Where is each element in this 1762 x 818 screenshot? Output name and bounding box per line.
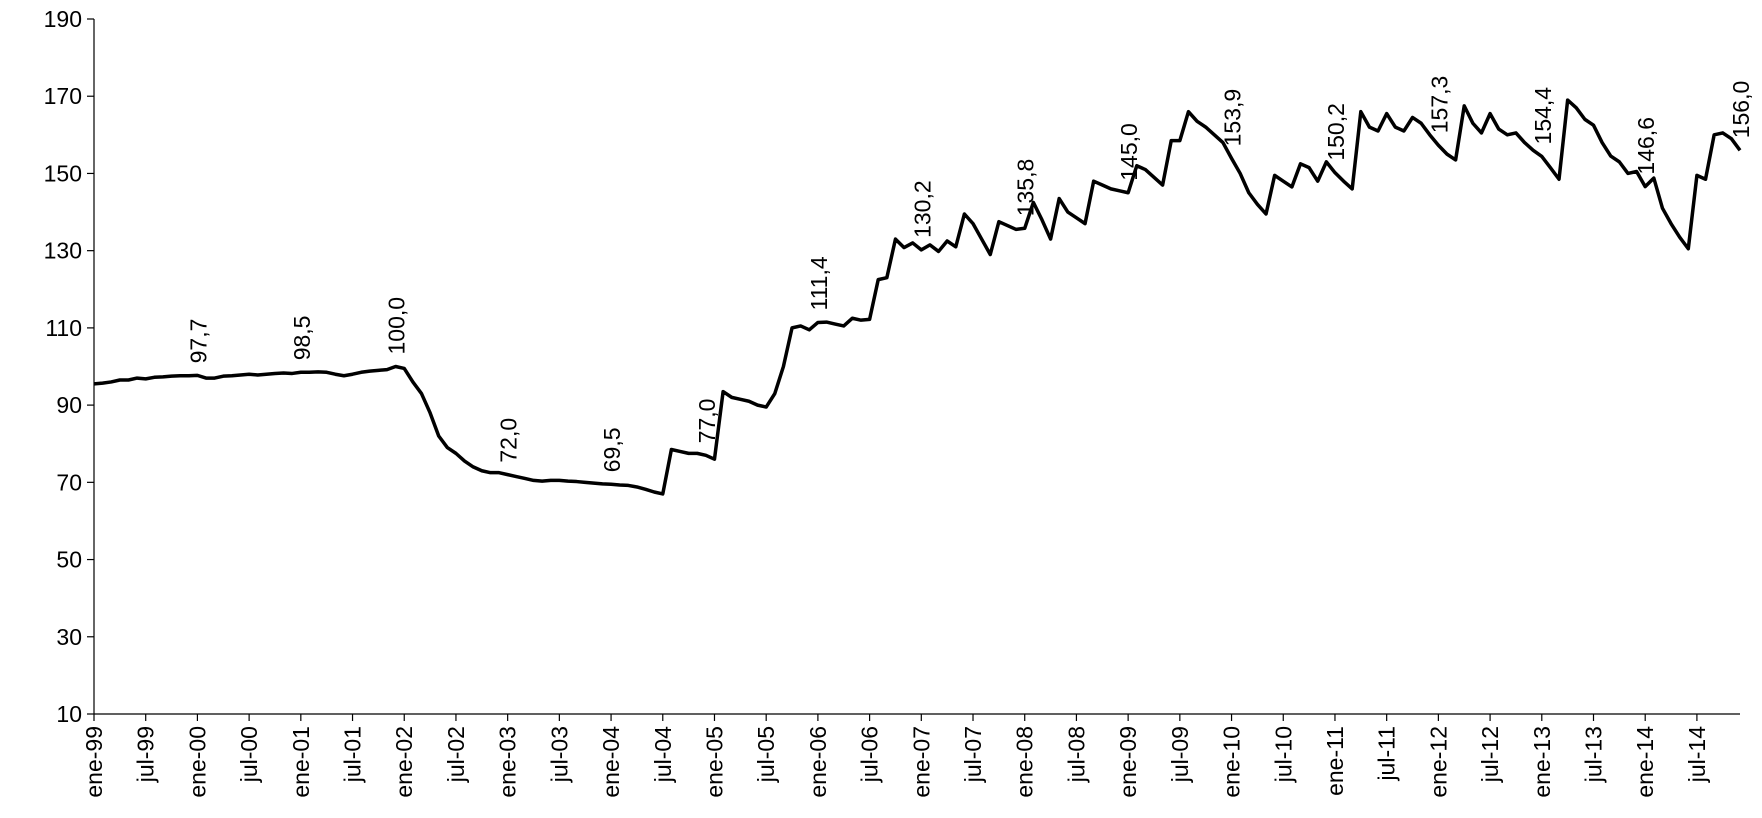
x-tick-label: jul-07 — [960, 726, 986, 783]
x-tick-label: ene-05 — [701, 726, 727, 798]
y-tick-label: 110 — [45, 315, 82, 341]
x-tick-label: jul-05 — [753, 726, 779, 783]
y-tick-label: 150 — [44, 160, 82, 186]
value-label: 153,9 — [1220, 89, 1246, 147]
x-tick-label: jul-09 — [1167, 726, 1193, 783]
x-tick-label: ene-02 — [391, 726, 417, 798]
x-tick-label: ene-01 — [288, 726, 314, 798]
x-tick-label: ene-13 — [1529, 726, 1555, 798]
y-tick-label: 130 — [44, 238, 82, 264]
y-tick-label: 170 — [44, 83, 82, 109]
value-label: 135,8 — [1013, 159, 1039, 217]
value-label: 156,0 — [1728, 81, 1754, 139]
value-label: 145,0 — [1116, 123, 1142, 181]
value-label: 98,5 — [289, 316, 315, 361]
x-tick-label: jul-10 — [1270, 726, 1296, 783]
value-label: 130,2 — [909, 180, 935, 238]
x-tick-label: ene-04 — [598, 726, 624, 798]
x-tick-label: ene-12 — [1425, 726, 1451, 798]
value-label: 72,0 — [496, 418, 522, 463]
y-tick-label: 10 — [56, 701, 82, 727]
value-label: 69,5 — [599, 427, 625, 472]
x-tick-label: jul-06 — [857, 726, 883, 783]
y-tick-label: 70 — [56, 469, 82, 495]
value-label: 154,4 — [1530, 87, 1556, 145]
line — [93, 98, 1742, 496]
value-label: 77,0 — [694, 399, 720, 444]
value-label: 157,3 — [1426, 76, 1452, 134]
x-tick-label: jul-14 — [1684, 726, 1710, 783]
x-tick-label: ene-09 — [1115, 726, 1141, 798]
x-tick-label: ene-07 — [908, 726, 934, 798]
y-tick-label: 190 — [44, 6, 82, 32]
x-tick-label: ene-06 — [805, 726, 831, 798]
y-tick-label: 90 — [56, 392, 82, 418]
y-tick-label: 50 — [56, 547, 82, 573]
x-tick-label: ene-99 — [81, 726, 107, 798]
x-tick-label: jul-03 — [546, 726, 572, 783]
x-tick-label: jul-02 — [443, 726, 469, 783]
value-label: 111,4 — [806, 256, 832, 310]
x-tick-label: ene-08 — [1012, 726, 1038, 798]
x-tick-label: ene-10 — [1219, 726, 1245, 798]
x-tick-label: jul-01 — [340, 726, 366, 783]
x-tick-label: ene-03 — [495, 726, 521, 798]
value-label: 97,7 — [185, 319, 211, 364]
x-tick-label: jul-11 — [1374, 726, 1400, 782]
x-tick-label: ene-00 — [184, 726, 210, 798]
value-label: 146,6 — [1633, 117, 1659, 175]
x-tick-label: ene-11 — [1322, 726, 1348, 796]
x-tick-label: jul-04 — [650, 726, 676, 783]
x-tick-label: jul-13 — [1580, 726, 1606, 783]
x-tick-label: ene-14 — [1632, 726, 1658, 798]
x-tick-label: jul-12 — [1477, 726, 1503, 783]
x-tick-label: jul-99 — [133, 726, 159, 783]
y-tick-label: 30 — [56, 624, 82, 650]
value-label: 100,0 — [384, 297, 410, 355]
x-tick-label: jul-08 — [1063, 726, 1089, 783]
value-label: 150,2 — [1323, 103, 1349, 161]
x-tick-label: jul-00 — [236, 726, 262, 783]
